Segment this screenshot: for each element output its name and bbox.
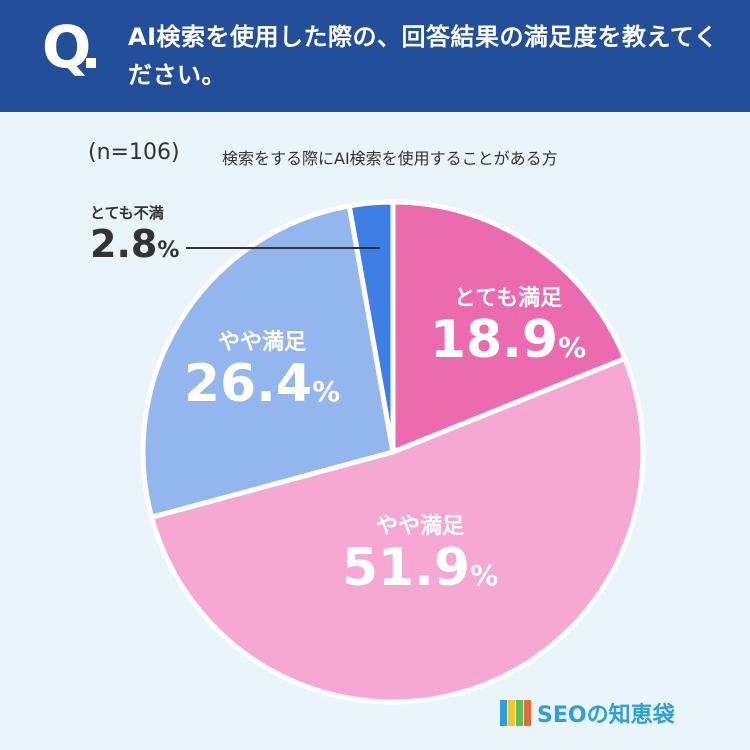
slice-label-name: やや満足 bbox=[217, 330, 306, 355]
pie-slice-2 bbox=[140, 203, 396, 520]
pie-slice-0 bbox=[390, 199, 628, 455]
slice-label-very-dissatisfied-name: とても不満 bbox=[90, 204, 164, 222]
slice-label-value: 18.9% bbox=[418, 310, 598, 370]
slice-value-number: 18.9 bbox=[429, 310, 559, 370]
book-icon-bar bbox=[500, 700, 507, 726]
slice-label-name: とても満足 bbox=[453, 286, 563, 311]
book-stack-icon bbox=[500, 700, 531, 726]
slice-value-unit: % bbox=[558, 331, 587, 364]
slice-value-number: 26.4 bbox=[183, 354, 313, 414]
question-text: AI検索を使用した際の、回答結果の満足度を教えてください。 bbox=[128, 23, 719, 89]
slice-label-very-satisfied: とても満足 18.9% bbox=[418, 280, 598, 369]
slice-label-value: 26.4% bbox=[172, 354, 352, 414]
brand-name: SEOの知恵袋 bbox=[537, 703, 675, 728]
q-mark: Q bbox=[42, 13, 92, 81]
slice-value-unit: % bbox=[470, 559, 499, 592]
slice-value-unit: % bbox=[157, 238, 180, 263]
book-icon-bar bbox=[516, 700, 523, 726]
slice-value-number: 2.8 bbox=[90, 222, 158, 266]
book-icon-bar bbox=[524, 700, 531, 726]
question-header: Q AI検索を使用した際の、回答結果の満足度を教えてください。 bbox=[0, 0, 750, 112]
book-icon-bar bbox=[508, 700, 515, 726]
sample-size: (n=106) bbox=[88, 140, 180, 165]
slice-label-somewhat-satisfied: やや満足 51.9% bbox=[330, 508, 510, 597]
sample-description: 検索をする際にAI検索を使用することがある方 bbox=[222, 149, 558, 168]
leader-line bbox=[186, 247, 380, 249]
slice-label-name: やや満足 bbox=[375, 514, 464, 539]
brand-logo: SEOの知恵袋 bbox=[500, 697, 675, 729]
q-dot bbox=[86, 58, 96, 68]
pie-slice-1 bbox=[149, 356, 646, 705]
slice-label-very-dissatisfied-value: 2.8% bbox=[90, 222, 179, 266]
pie-slice-3 bbox=[346, 199, 396, 455]
slice-value-number: 51.9 bbox=[341, 538, 471, 598]
slice-label-value: 51.9% bbox=[330, 538, 510, 598]
slice-value-unit: % bbox=[312, 375, 341, 408]
slice-label-somewhat-satisfied-2: やや満足 26.4% bbox=[172, 324, 352, 413]
